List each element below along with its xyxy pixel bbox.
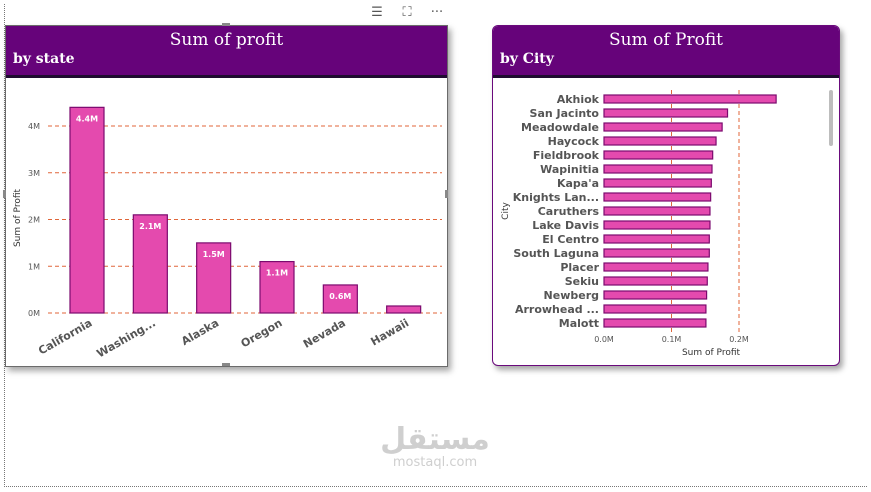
- focus-mode-icon[interactable]: ⛶: [402, 4, 412, 20]
- bar-city: [603, 136, 717, 146]
- y-tick-label: Knights Lan...: [513, 191, 599, 204]
- bar-city: [603, 262, 709, 272]
- y-tick-label: Kapa'a: [557, 177, 599, 190]
- y-tick-label: Meadowdale: [521, 121, 599, 134]
- resize-handle-bottom[interactable]: [222, 363, 230, 366]
- bar-city: [603, 150, 714, 160]
- x-tick-label: 0.2M: [729, 335, 749, 344]
- bar-washing: [132, 214, 168, 314]
- y-tick-label: Caruthers: [538, 205, 600, 218]
- bar-city: [603, 122, 723, 132]
- watermark-latin: mostaql.com: [392, 455, 478, 470]
- bar-data-label: 1.5M: [203, 250, 225, 259]
- y-tick-label: 4M: [28, 122, 40, 131]
- bar-city: [603, 248, 710, 258]
- city-card-header: Sum of Profit by City: [493, 26, 839, 78]
- city-card-subtitle: by City: [500, 51, 554, 67]
- bar-oregon: [259, 260, 295, 314]
- y-tick-label: Sekiu: [565, 275, 599, 288]
- y-tick-label: Malott: [559, 317, 599, 330]
- bar-data-label: 1.1M: [266, 269, 288, 278]
- y-tick-label: Placer: [560, 261, 599, 274]
- bar-data-label: 0.6M: [329, 292, 351, 301]
- y-tick-label: 1M: [28, 262, 40, 271]
- bar-nevada: [322, 284, 358, 314]
- y-axis-title: Sum of Profit: [13, 189, 23, 248]
- bar-city: [603, 276, 708, 286]
- y-tick-label: 2M: [28, 216, 40, 225]
- x-tick-label: Hawaii: [368, 316, 411, 348]
- bar-city: [603, 290, 708, 300]
- report-canvas-border: [4, 4, 867, 487]
- state-card-subtitle: by state: [13, 51, 75, 67]
- bar-city: [603, 178, 712, 188]
- bar-data-label: 2.1M: [139, 222, 161, 231]
- y-tick-label: Wapinitia: [540, 163, 599, 176]
- city-card-title: Sum of Profit: [608, 30, 724, 50]
- bar-city: [603, 318, 707, 328]
- y-tick-label: South Laguna: [513, 247, 599, 260]
- y-tick-label: Akhiok: [557, 93, 600, 106]
- resize-handle-top[interactable]: [222, 23, 230, 26]
- x-tick-label: Oregon: [239, 316, 285, 350]
- x-tick-label: 0.0M: [594, 335, 614, 344]
- bar-alaska: [196, 242, 232, 314]
- resize-handle-left[interactable]: [3, 190, 6, 198]
- bar-city: [603, 304, 707, 314]
- bar-city: [603, 108, 729, 118]
- y-tick-label: Fieldbrook: [533, 149, 600, 162]
- x-tick-label: Washing...: [95, 316, 158, 360]
- bar-data-label: 4.4M: [76, 114, 98, 123]
- more-options-icon[interactable]: ···: [430, 4, 444, 20]
- x-tick-label: Alaska: [179, 316, 221, 348]
- state-profit-card[interactable]: Sum of profit by state 0M 1M 2M 3M 4M 4.4M Cal…: [5, 25, 448, 367]
- bar-california: [69, 106, 105, 314]
- y-tick-label: 3M: [28, 169, 40, 178]
- visual-toolbar: ☰ ⛶ ···: [368, 3, 446, 21]
- x-tick-label: 0.1M: [662, 335, 682, 344]
- watermark-logo: مستقل mostaql.com: [375, 424, 495, 470]
- y-tick-label: El Centro: [542, 233, 599, 246]
- x-axis-title: Sum of Profit: [682, 348, 741, 358]
- bar-city: [603, 234, 710, 244]
- state-bar-chart: 0M 1M 2M 3M 4M 4.4M California 2.1M Washing... 1.…: [13, 106, 442, 360]
- y-tick-label: Newberg: [544, 289, 599, 302]
- bar-hawaii: [386, 305, 422, 314]
- x-tick-label: California: [36, 316, 94, 357]
- state-card-header: Sum of profit by state: [6, 26, 447, 78]
- y-tick-label: San Jacinto: [530, 107, 600, 120]
- resize-handle-right[interactable]: [445, 190, 448, 198]
- watermark-arabic: مستقل: [380, 422, 490, 457]
- vertical-scrollbar: [829, 90, 833, 146]
- city-profit-card[interactable]: Sum of Profit by City 0.0M 0.1M 0.2M Akhiok…: [492, 25, 840, 366]
- bar-city: [603, 192, 712, 202]
- bar-city: [603, 220, 711, 230]
- bar-city: [603, 206, 711, 216]
- x-tick-label: Nevada: [301, 316, 348, 351]
- bar-city: [603, 94, 777, 104]
- bar-city: [603, 164, 713, 174]
- state-card-title: Sum of profit: [169, 30, 284, 50]
- y-tick-label: Arrowhead ...: [515, 303, 599, 316]
- y-axis-title: City: [501, 202, 511, 220]
- y-tick-label: Lake Davis: [532, 219, 599, 232]
- y-tick-label: 0M: [28, 309, 40, 318]
- filter-icon[interactable]: ☰: [371, 4, 383, 20]
- y-tick-label: Haycock: [548, 135, 600, 148]
